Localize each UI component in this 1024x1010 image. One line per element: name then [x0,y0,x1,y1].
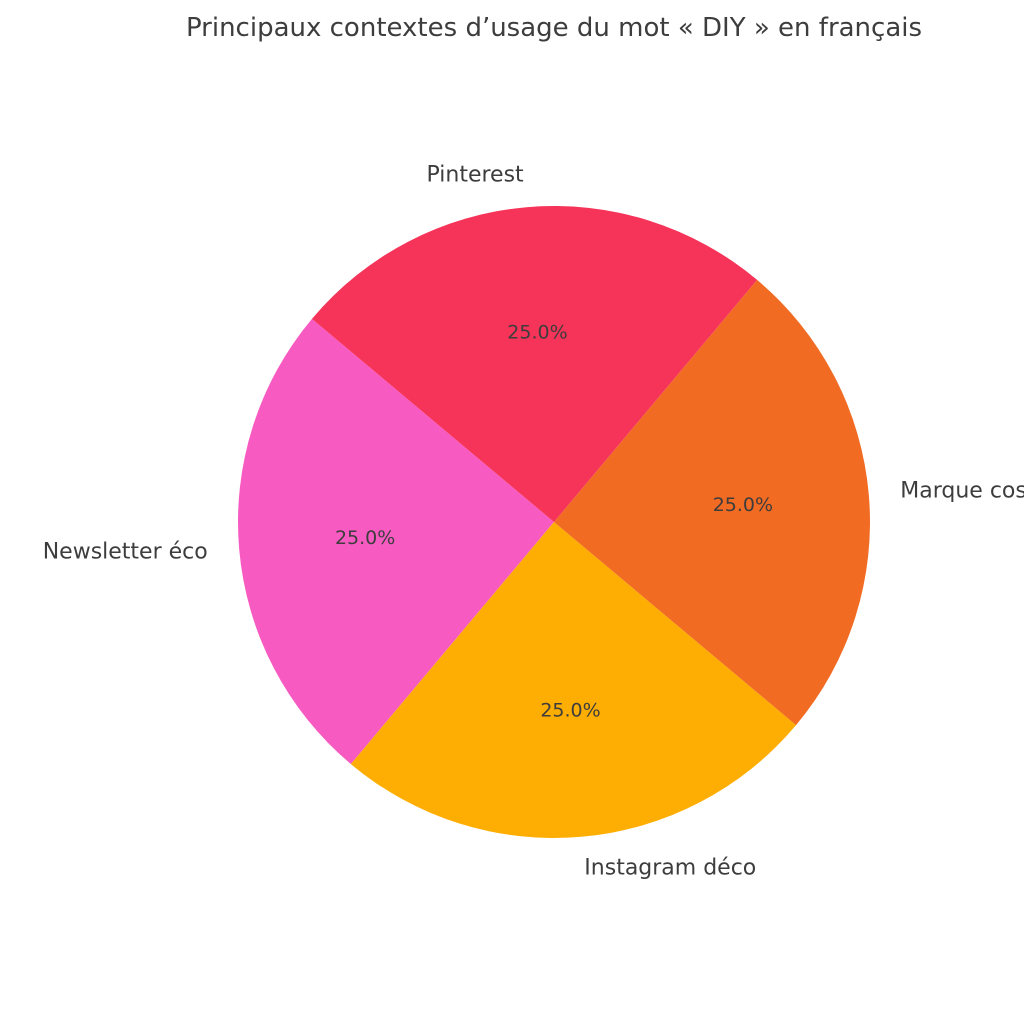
slice-label-3: Marque cosmétique [900,479,1024,504]
slice-pct-label-4: 25.0% [507,322,567,344]
pie-slices [238,206,870,838]
pie-labels: Newsletter éco 25.0% Instagram déco 25.0% Ma… [43,163,1024,881]
slice-label-4: Pinterest [427,163,525,188]
pie-slice-2 [350,522,797,838]
slice-pct-label-3: 25.0% [713,494,773,516]
slice-pct-label-1: 25.0% [335,527,395,549]
pie-slice-3 [554,279,870,726]
chart-title: Principaux contextes d’usage du mot « DI… [186,13,922,43]
slice-pct-label-2: 25.0% [540,699,600,721]
pie-slice-4 [311,206,758,522]
slice-label-1: Newsletter éco [43,539,208,564]
pie-slice-1 [238,318,554,765]
slice-label-2: Instagram déco [584,855,756,880]
